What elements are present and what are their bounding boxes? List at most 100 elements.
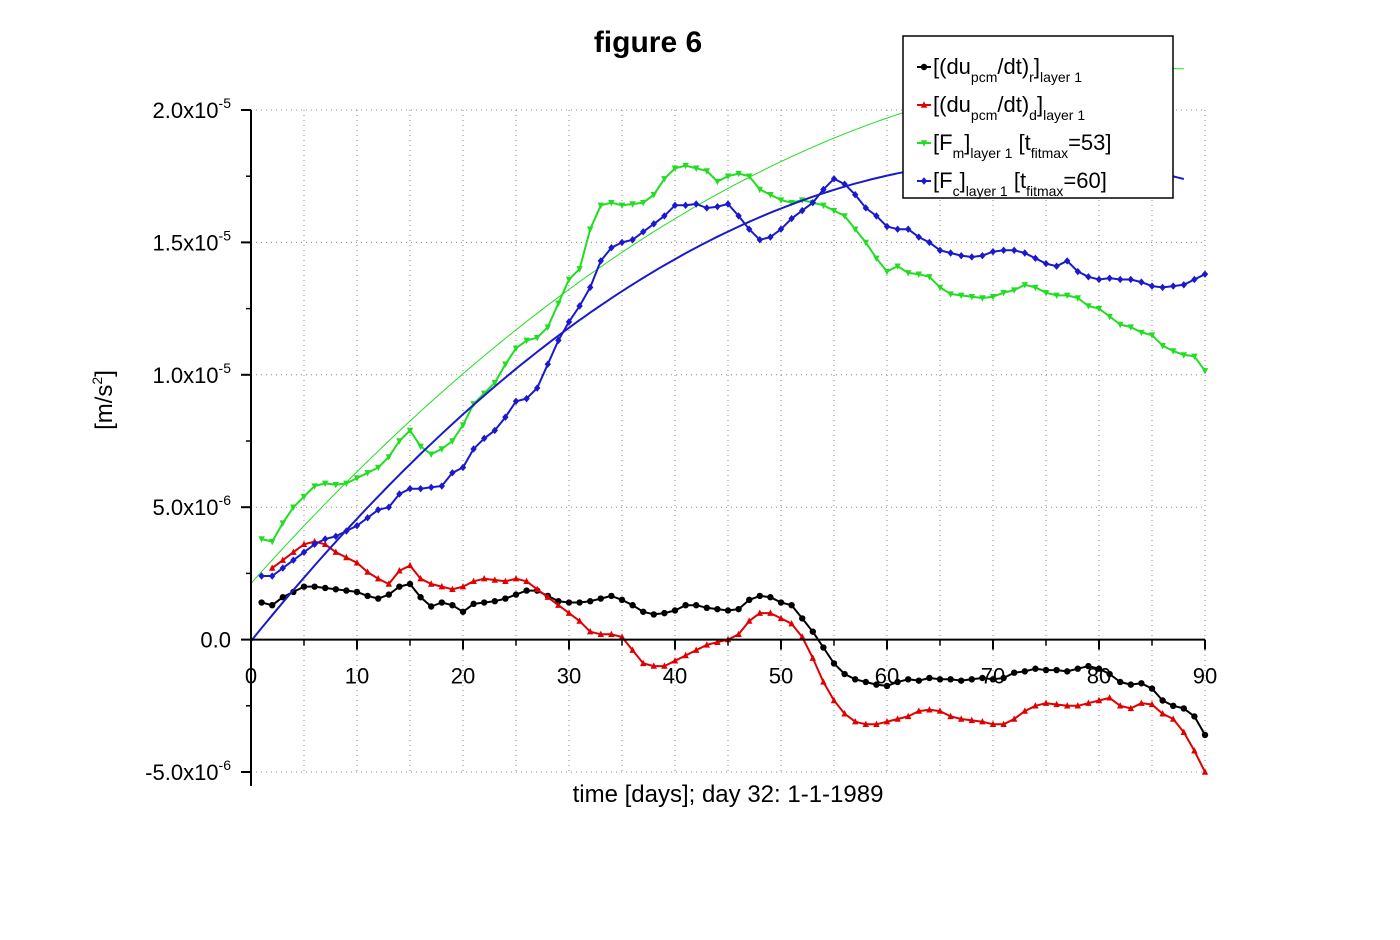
data-point [714, 178, 721, 186]
data-point [618, 633, 626, 640]
data-point [671, 165, 679, 172]
data-point [1117, 275, 1124, 284]
data-point [396, 567, 403, 574]
data-point [459, 582, 467, 590]
series-3 [250, 158, 1209, 642]
data-point [1021, 249, 1028, 257]
data-point [449, 469, 456, 477]
data-point [608, 199, 615, 207]
series-line [261, 164, 1206, 543]
data-point [618, 238, 626, 247]
data-point [767, 609, 774, 616]
data-point [523, 394, 530, 403]
legend-item-1: [(dupcm/dt)d]layer 1 [917, 92, 1085, 123]
data-point [936, 707, 944, 714]
data-point [979, 674, 986, 682]
data-point [650, 220, 657, 228]
data-point [459, 422, 467, 429]
data-point [618, 596, 626, 604]
data-point [470, 445, 477, 453]
data-point [438, 582, 445, 590]
data-point [565, 276, 573, 284]
axes: -5.0x10-6 0.0 5.0x10-6 1.0x10-5 1.5x10-5 2.0x… [145, 95, 1217, 786]
x-tick-label: 90 [1193, 664, 1217, 689]
data-point [1180, 728, 1187, 735]
data-point [1021, 668, 1028, 675]
data-point [459, 463, 467, 472]
data-point [788, 601, 795, 609]
y-axis-label: [m/s2] [89, 370, 118, 430]
data-point [958, 251, 965, 260]
data-point [1170, 715, 1177, 722]
data-point [364, 470, 371, 477]
data-point [1106, 274, 1113, 282]
data-point [449, 585, 456, 592]
data-point [428, 483, 435, 492]
data-point [1074, 267, 1081, 276]
data-point [1148, 685, 1156, 692]
data-point [449, 601, 456, 609]
data-point [1180, 281, 1187, 289]
data-point [968, 676, 975, 683]
data-point [512, 345, 520, 353]
data-point [470, 600, 477, 608]
data-point [873, 255, 880, 262]
data-point [905, 270, 912, 277]
data-point [428, 603, 435, 610]
y-tick-label: -5.0x10-6 [145, 757, 231, 785]
legend-item-2: [Fm]layer 1 [tfitmax=53] [917, 130, 1112, 161]
data-point [661, 212, 668, 220]
legend-item-0: [(dupcm/dt)r]layer 1 [917, 54, 1082, 85]
y-axis-label-main: [m/s [91, 385, 118, 430]
data-point [1170, 348, 1177, 355]
data-point [661, 176, 668, 183]
data-point [322, 584, 329, 592]
data-point [417, 574, 424, 582]
data-point [353, 475, 361, 482]
data-point [947, 712, 954, 720]
data-point [1138, 699, 1145, 706]
data-point [502, 595, 509, 602]
data-point [894, 225, 901, 233]
data-point [989, 676, 997, 683]
data-point [979, 295, 986, 302]
data-point [788, 199, 795, 207]
data-point [438, 482, 445, 490]
data-point [1170, 282, 1177, 290]
data-point [629, 601, 636, 609]
series-0 [258, 580, 1209, 739]
data-point [756, 592, 763, 600]
data-point [1148, 282, 1156, 290]
data-point [682, 201, 689, 210]
data-point [862, 678, 869, 686]
data-point [1191, 713, 1198, 720]
data-point [650, 192, 657, 199]
y-tick-label: 0.0 [200, 628, 231, 653]
data-point [1000, 290, 1007, 297]
data-point [958, 715, 965, 722]
data-point [481, 574, 488, 582]
data-point [417, 484, 424, 493]
data-point [873, 720, 880, 728]
data-point [682, 651, 689, 659]
data-point [873, 681, 880, 688]
data-point [1191, 275, 1198, 284]
data-point [809, 198, 816, 207]
data-point [1106, 694, 1113, 701]
data-point [1191, 353, 1198, 360]
data-point [830, 175, 838, 183]
data-point [746, 617, 753, 624]
data-point [1085, 699, 1092, 706]
data-point [926, 706, 933, 713]
data-point [565, 599, 573, 606]
data-point [926, 674, 933, 682]
data-point [576, 266, 583, 273]
data-point [406, 484, 414, 493]
data-point [640, 659, 647, 667]
data-point [576, 302, 583, 310]
data-point [936, 284, 944, 292]
data-point [905, 712, 912, 720]
data-point [1106, 670, 1113, 678]
data-point [481, 390, 488, 398]
data-point [406, 580, 414, 588]
